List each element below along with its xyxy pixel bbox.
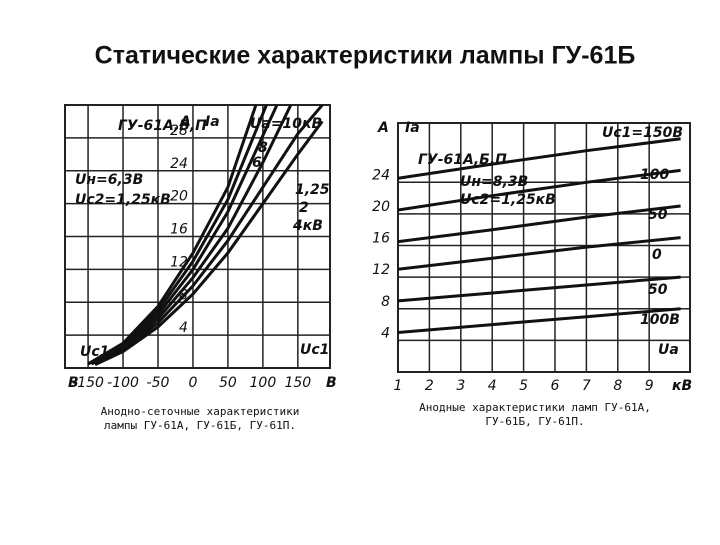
chart-caption: Анодные характеристики ламп ГУ-61А, [419, 401, 651, 414]
chart-note: Uc2=1,25кВ [460, 192, 556, 208]
chart-caption: Анодно-сеточные характеристики [101, 405, 300, 418]
y-tick-label: 28 [170, 123, 188, 139]
chart-note: Uc2=1,25кВ [75, 192, 171, 208]
x-tick-label: 0 [188, 375, 197, 391]
x-axis-unit: В [68, 375, 79, 391]
series-line [398, 137, 681, 180]
x-tick-label: -50 [147, 375, 170, 391]
series-label: 50 [648, 207, 668, 223]
x-axis-unit: кВ [672, 378, 692, 394]
series-line [398, 275, 681, 303]
x-axis-label: Uc1 [300, 342, 329, 358]
x-tick-label: 150 [284, 375, 311, 391]
slide-title: Статические характеристики лампы ГУ-61Б [95, 42, 636, 70]
series-label: 8 [258, 140, 268, 156]
series-line [90, 105, 293, 366]
x-tick-label: -100 [107, 375, 139, 391]
x-tick-label: 3 [456, 378, 465, 394]
x-tick-label: 1 [394, 378, 403, 394]
y-tick-label: 8 [381, 294, 390, 310]
chart-note: Uн=8,3В [460, 174, 528, 190]
series-label: 0 [652, 247, 662, 263]
y-tick-label: 4 [381, 325, 390, 341]
chart-model: ГУ-61А,Б,П [418, 152, 507, 168]
series-line [398, 168, 681, 212]
series-line [398, 307, 681, 334]
x-axis-label: Ua [658, 342, 679, 358]
y-tick-label: 4 [179, 320, 188, 336]
x-tick-label: 2 [425, 378, 434, 394]
chart-note: Uн=6,3В [75, 172, 143, 188]
y-tick-label: 16 [372, 231, 390, 247]
series-line [87, 105, 268, 366]
x-tick-label: 50 [219, 375, 237, 391]
x-tick-label: 4 [488, 378, 497, 394]
x-tick-label: 6 [551, 378, 560, 394]
series-label: 50 [648, 282, 668, 298]
series-line [398, 236, 681, 271]
series-label: 100 [640, 167, 669, 183]
x-axis-label: Uc1 [80, 344, 109, 360]
x-tick-label: 9 [645, 378, 654, 394]
series-label: 1,25 [295, 182, 330, 198]
series-line [398, 204, 681, 244]
y-tick-label: 24 [170, 156, 188, 172]
series-label: Uc1=150В [602, 125, 683, 141]
y-axis-unit: A [179, 114, 191, 130]
x-tick-label: 100 [250, 375, 277, 391]
series-line [94, 105, 324, 366]
y-tick-label: 20 [372, 199, 390, 215]
y-tick-label: 16 [170, 222, 188, 238]
x-tick-label: 7 [582, 378, 591, 394]
x-tick-label: 8 [613, 378, 622, 394]
y-tick-label: 24 [372, 167, 390, 183]
series-label: 100В [640, 312, 680, 328]
x-tick-label: 5 [519, 378, 528, 394]
chart-caption: лампы ГУ-61А, ГУ-61Б, ГУ-61П. [104, 419, 296, 432]
y-axis-label: Ia [405, 120, 420, 136]
y-tick-label: 20 [170, 189, 188, 205]
series-label: 6 [252, 155, 262, 171]
series-label: 4кВ [292, 218, 323, 234]
series-label: 2 [299, 200, 309, 216]
x-axis-unit: В [326, 375, 337, 391]
y-axis-unit: A [377, 120, 389, 136]
series-line [94, 120, 324, 367]
chart-model: ГУ-61А,Б,П [118, 118, 207, 134]
y-axis-label: Ia [205, 114, 220, 130]
y-tick-label: 12 [372, 262, 390, 278]
chart-caption: ГУ-61Б, ГУ-61П. [485, 415, 584, 428]
x-tick-label: -150 [72, 375, 104, 391]
